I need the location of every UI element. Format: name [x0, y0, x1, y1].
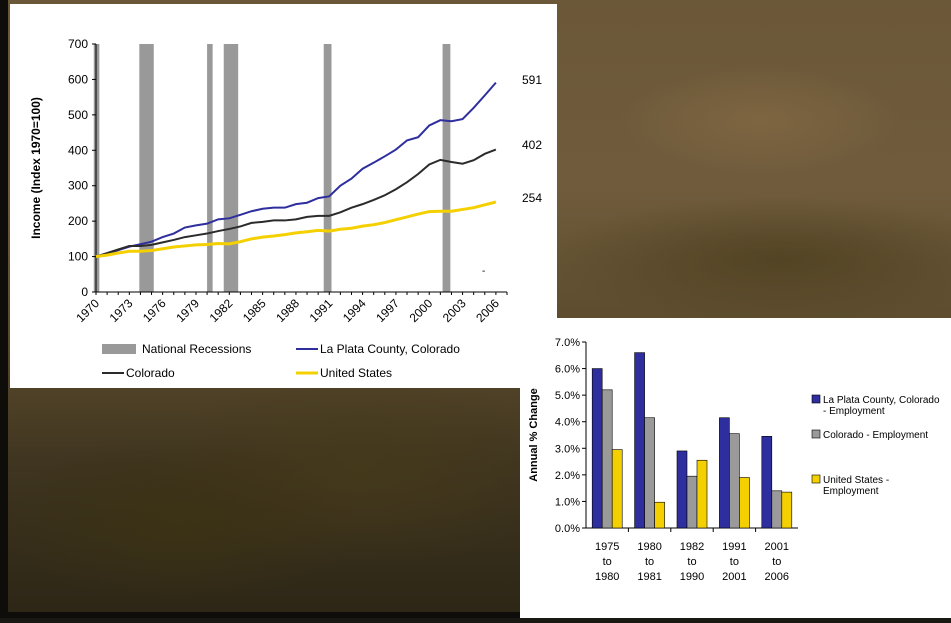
x-category-label: to	[603, 556, 612, 568]
legend-label-la-plata: La Plata County, Colorado	[320, 342, 460, 356]
y-tick-label: 4.0%	[555, 417, 580, 429]
x-tick-label: 1973	[107, 296, 136, 325]
y-tick-label: 2.0%	[555, 470, 580, 482]
bar	[591, 368, 603, 529]
y-tick-label: 3.0%	[555, 443, 580, 455]
x-tick-label: 1988	[273, 296, 302, 325]
legend-swatch	[811, 429, 821, 439]
income-chart-panel: 0 100 200 300 400 500 600 700 1970 1973 1976 1979 19…	[10, 4, 557, 388]
y-axis-title: Annual % Change	[528, 388, 540, 482]
x-tick-label: 1997	[373, 296, 402, 325]
bar	[644, 417, 655, 529]
series-line	[95, 81, 497, 258]
x-tick-label: 1991	[307, 296, 336, 325]
bar	[719, 417, 730, 529]
employment-bar-chart: 0.0% 1.0% 2.0% 3.0% 4.0% 5.0% 6.0% 7.0% Annual %…	[528, 337, 940, 583]
recession-band	[442, 44, 451, 292]
end-value-label: 402	[522, 138, 542, 152]
y-tick-label: 6.0%	[555, 364, 580, 376]
x-category-label: to	[772, 556, 781, 568]
left-dark-border	[0, 0, 8, 618]
y-tick-label: 1.0%	[555, 496, 580, 508]
x-tick-label: 1970	[73, 296, 102, 325]
x-category-label: 1975	[595, 541, 619, 553]
y-tick-label: 0.0%	[555, 523, 580, 535]
recession-band	[93, 44, 100, 292]
bar	[781, 491, 793, 529]
legend-label: United States -	[823, 475, 889, 486]
x-category-label: 1980	[595, 571, 619, 583]
employment-chart-panel: 0.0% 1.0% 2.0% 3.0% 4.0% 5.0% 6.0% 7.0% Annual %…	[520, 318, 951, 618]
x-category-label: 1982	[680, 541, 704, 553]
x-category-label: 1981	[637, 571, 661, 583]
bar	[771, 490, 783, 529]
x-tick-label: 1994	[340, 296, 369, 325]
series-line	[95, 148, 497, 258]
end-value-label: 254	[522, 191, 542, 205]
bar	[761, 436, 773, 529]
x-tick-label: 2000	[407, 296, 436, 325]
legend-label-colorado: Colorado	[126, 366, 175, 380]
legend-label: Colorado - Employment	[823, 430, 928, 441]
recession-band	[207, 44, 213, 292]
bar	[634, 352, 645, 529]
x-category-label: 2006	[765, 571, 789, 583]
x-category-label: 2001	[765, 541, 789, 553]
x-category-label: 1990	[680, 571, 704, 583]
legend-label: - Employment	[823, 406, 885, 417]
x-tick-label: 1979	[173, 296, 202, 325]
bar	[611, 449, 623, 529]
recession-band	[223, 44, 239, 292]
y-tick-label: 7.0%	[555, 337, 580, 349]
y-tick-label: 700	[68, 37, 88, 51]
bottom-dark-border	[0, 612, 951, 618]
recession-band	[139, 44, 154, 292]
x-category-label: to	[730, 556, 739, 568]
bar	[676, 450, 688, 529]
x-tick-label: 1985	[240, 296, 269, 325]
y-tick-label: 600	[68, 72, 88, 86]
y-tick-label: 100	[68, 250, 88, 264]
legend-swatch	[811, 474, 821, 484]
y-tick-label: 500	[68, 108, 88, 122]
x-tick-label: 2006	[473, 296, 502, 325]
bar	[696, 459, 708, 529]
y-tick-label: 300	[68, 179, 88, 193]
x-tick-label: 1982	[207, 296, 236, 325]
x-category-label: to	[645, 556, 654, 568]
y-tick-label: 400	[68, 143, 88, 157]
x-category-label: 2001	[722, 571, 746, 583]
bar	[686, 475, 698, 529]
y-tick-label: 5.0%	[555, 390, 580, 402]
y-axis-title: Income (Index 1970=100)	[29, 97, 43, 239]
bar	[601, 389, 613, 529]
legend-swatch	[811, 394, 821, 404]
y-tick-label: 200	[68, 214, 88, 228]
x-category-label: 1980	[637, 541, 661, 553]
legend-label: La Plata County, Colorado	[823, 395, 940, 406]
legend-label-recessions: National Recessions	[142, 342, 251, 356]
end-value-label: 591	[522, 73, 542, 87]
recession-band	[323, 44, 332, 292]
legend-swatch-recessions	[102, 344, 136, 354]
series-line	[95, 200, 497, 259]
bar	[729, 433, 740, 529]
legend-label: Employment	[823, 486, 879, 497]
bar	[654, 501, 665, 529]
legend-label-united-states: United States	[320, 366, 392, 380]
bar	[739, 477, 750, 529]
x-tick-label: 1976	[140, 296, 169, 325]
x-category-label: 1991	[722, 541, 746, 553]
y-tick-label: 0	[81, 285, 88, 299]
x-tick-label: 2003	[440, 296, 469, 325]
x-category-label: to	[687, 556, 696, 568]
stray-mark: -	[482, 266, 485, 277]
